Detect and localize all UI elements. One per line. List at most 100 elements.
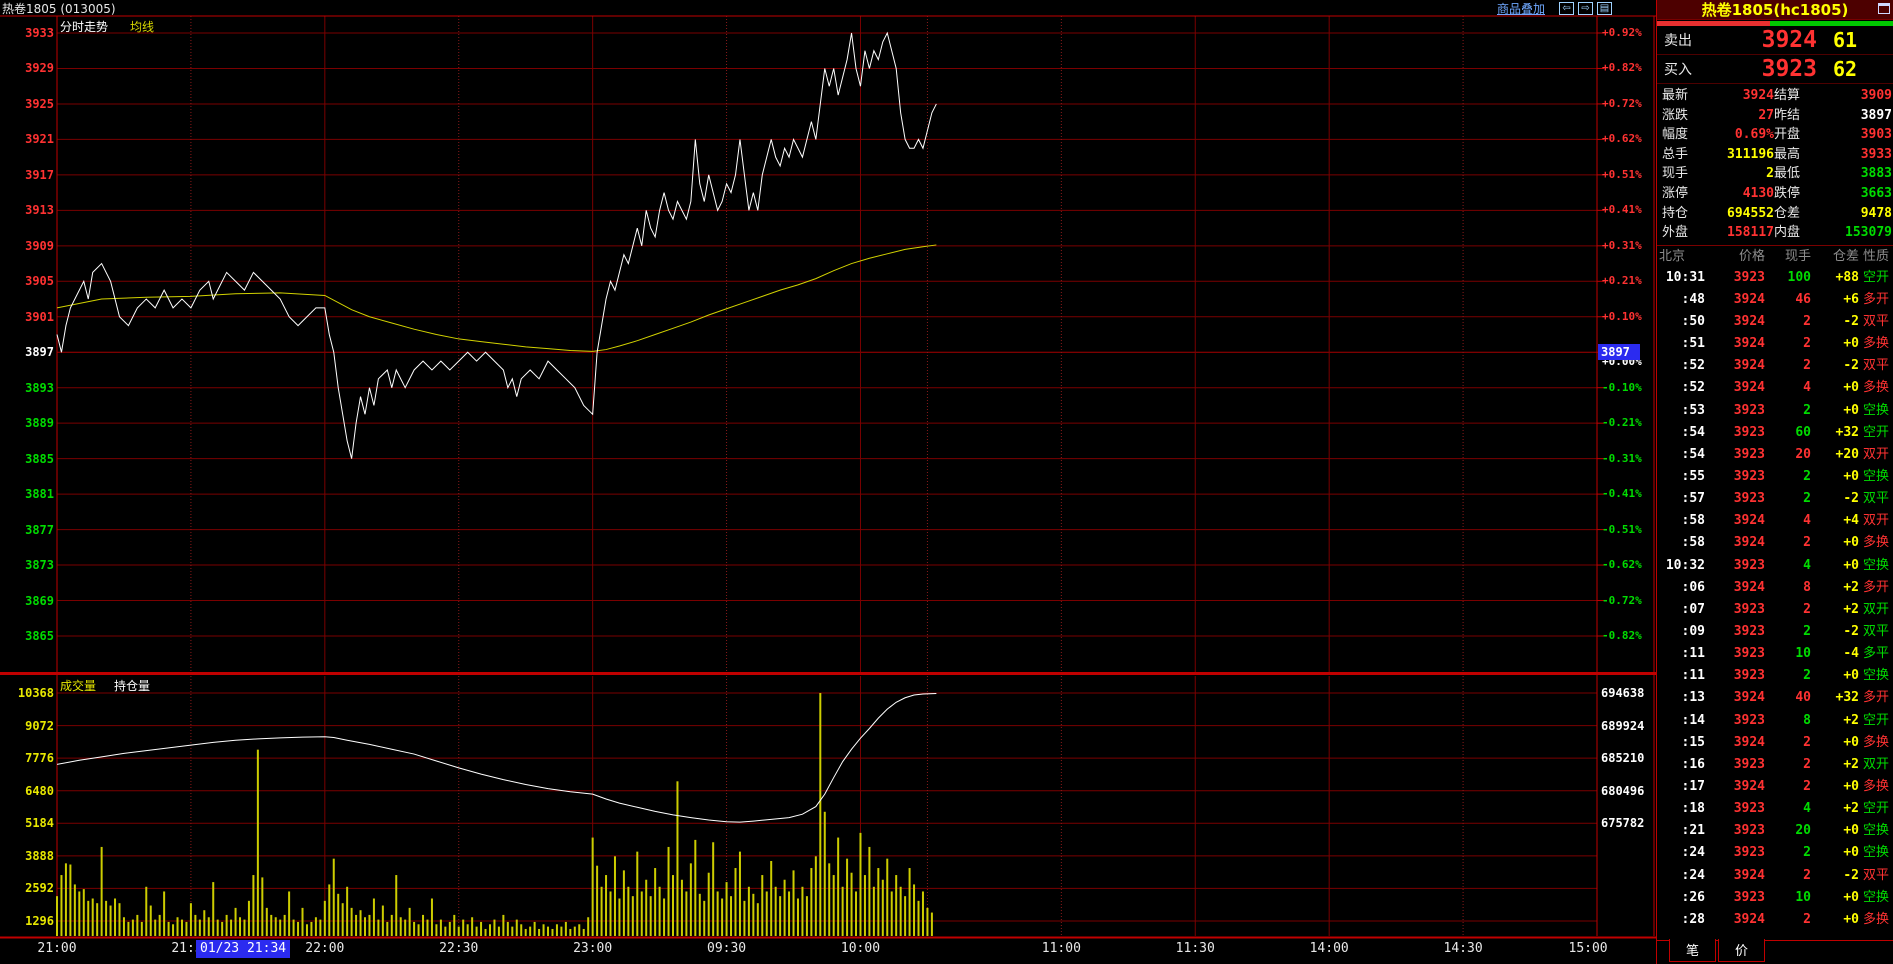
volume-bar: [194, 914, 197, 936]
tape-cell: 2: [1803, 911, 1811, 927]
price-axis-label: 3925: [25, 96, 54, 111]
volume-bar: [198, 919, 201, 936]
tape-cell: 2: [1803, 601, 1811, 617]
tape-cell: 多平: [1863, 646, 1890, 662]
tape-cell: :55: [1681, 469, 1705, 485]
volume-bar: [761, 875, 764, 936]
volume-bar: [921, 891, 924, 936]
prev-arrow-icon[interactable]: ⇦: [1559, 1, 1574, 15]
volume-bar: [712, 842, 715, 936]
tape-cell: +0: [1843, 668, 1859, 684]
tape-cell: :53: [1681, 402, 1705, 418]
tape-cell: 3923: [1733, 469, 1765, 485]
open-interest-line: [56, 693, 937, 823]
volume-bar: [60, 875, 63, 936]
tape-cell: :52: [1681, 358, 1705, 374]
volume-bar: [770, 861, 773, 936]
volume-label: 成交量: [60, 679, 97, 693]
tape-cell: 2: [1803, 756, 1811, 772]
volume-bar: [511, 926, 514, 936]
volume-bar: [417, 924, 420, 936]
bid-qty: 62: [1833, 57, 1858, 81]
volume-bar: [435, 924, 438, 936]
price-axis-label: 3893: [25, 380, 54, 395]
volume-bar: [765, 891, 768, 936]
volume-bar: [131, 919, 134, 936]
save-layout-icon[interactable]: ▤: [1597, 1, 1612, 15]
tape-list: 10:31 3923 100 +88 空开:48 3924 46 +6 多开:50 3924 2 -2…: [1657, 267, 1893, 931]
tape-cell: 空换: [1863, 889, 1890, 905]
percent-axis-label: +0.72%: [1602, 96, 1642, 110]
tape-cell: +0: [1843, 778, 1859, 794]
tape-cell: +2: [1843, 756, 1859, 772]
volume-bar: [243, 919, 246, 936]
tab-by-price[interactable]: 价: [1718, 939, 1766, 962]
volume-bar: [462, 919, 465, 936]
tape-cell: 空换: [1863, 402, 1890, 418]
volume-bar: [886, 858, 889, 936]
tape-cell: :11: [1681, 646, 1705, 662]
quote-field-label: 幅度: [1662, 127, 1689, 143]
restore-window-icon[interactable]: [1878, 3, 1890, 14]
tape-cell: :17: [1681, 778, 1705, 794]
tab-by-trade[interactable]: 笔: [1669, 939, 1717, 962]
volume-bar: [176, 917, 179, 936]
tape-row: :09 3923 2 -2 双平: [1659, 621, 1891, 643]
tape-cell: 3923: [1733, 889, 1765, 905]
volume-bar: [261, 877, 264, 936]
quote-field-value: 4130: [1742, 185, 1774, 201]
tape-cell: 2: [1803, 778, 1811, 794]
tape-cell: 空换: [1863, 845, 1890, 861]
percent-axis-label: +0.41%: [1602, 203, 1642, 217]
quote-field-value: 3883: [1860, 166, 1892, 182]
time-axis-label: 21:00: [37, 941, 77, 956]
panel-tabs: 笔 价: [1657, 939, 1893, 962]
tape-row: :24 3923 2 +0 空换: [1659, 842, 1891, 864]
tape-cell: :16: [1681, 756, 1705, 772]
tape-cell: 3923: [1733, 845, 1765, 861]
percent-axis-label: +0.82%: [1602, 61, 1642, 75]
volume-bar: [917, 900, 920, 936]
commodity-overlay-link[interactable]: 商品叠加: [1496, 1, 1545, 16]
percent-axis-label: -0.82%: [1602, 628, 1642, 642]
tape-cell: 3923: [1733, 424, 1765, 440]
tape-column-header: 性质: [1863, 248, 1890, 264]
quote-field-label: 现手: [1662, 166, 1689, 182]
volume-bar: [895, 875, 898, 936]
percent-axis-label: -0.21%: [1602, 416, 1642, 430]
volume-bar: [413, 921, 416, 936]
title-bar: 热卷1805 (013005) 商品叠加 ⇦ ⇨ ▤: [0, 0, 1656, 16]
time-axis-label: 22:00: [305, 941, 345, 956]
tape-cell: +32: [1835, 424, 1859, 440]
divider: [1657, 244, 1893, 246]
tape-cell: 多开: [1863, 690, 1890, 706]
tape-cell: +0: [1843, 734, 1859, 750]
volume-bar: [872, 886, 875, 936]
tape-cell: 2: [1803, 358, 1811, 374]
quote-field-value: 153079: [1845, 225, 1892, 241]
volume-bar: [756, 903, 759, 936]
volume-bar: [645, 879, 648, 936]
volume-bar: [881, 879, 884, 936]
buy-sell-strength-bar: [1657, 21, 1893, 26]
quote-field-value: 27: [1758, 107, 1774, 123]
tape-cell: 2: [1803, 469, 1811, 485]
quote-field-value: 3903: [1860, 127, 1892, 143]
volume-bar: [439, 919, 442, 936]
volume-bar: [828, 863, 831, 936]
tape-cell: :14: [1681, 712, 1705, 728]
tape-cell: 3923: [1733, 712, 1765, 728]
volume-bar: [154, 919, 157, 936]
volume-axis-label: 6480: [25, 783, 54, 798]
intraday-chart: [0, 15, 1656, 939]
tape-cell: 2: [1803, 734, 1811, 750]
volume-bar: [631, 896, 634, 936]
price-axis-label: 3889: [25, 416, 54, 431]
tape-cell: 2: [1803, 867, 1811, 883]
tape-cell: :24: [1681, 867, 1705, 883]
pane-label-timeline: 分时走势: [60, 20, 109, 34]
tape-cell: 2: [1803, 668, 1811, 684]
next-arrow-icon[interactable]: ⇨: [1578, 1, 1593, 15]
open-interest-axis-label: 685210: [1601, 751, 1645, 766]
volume-bar: [359, 910, 362, 936]
